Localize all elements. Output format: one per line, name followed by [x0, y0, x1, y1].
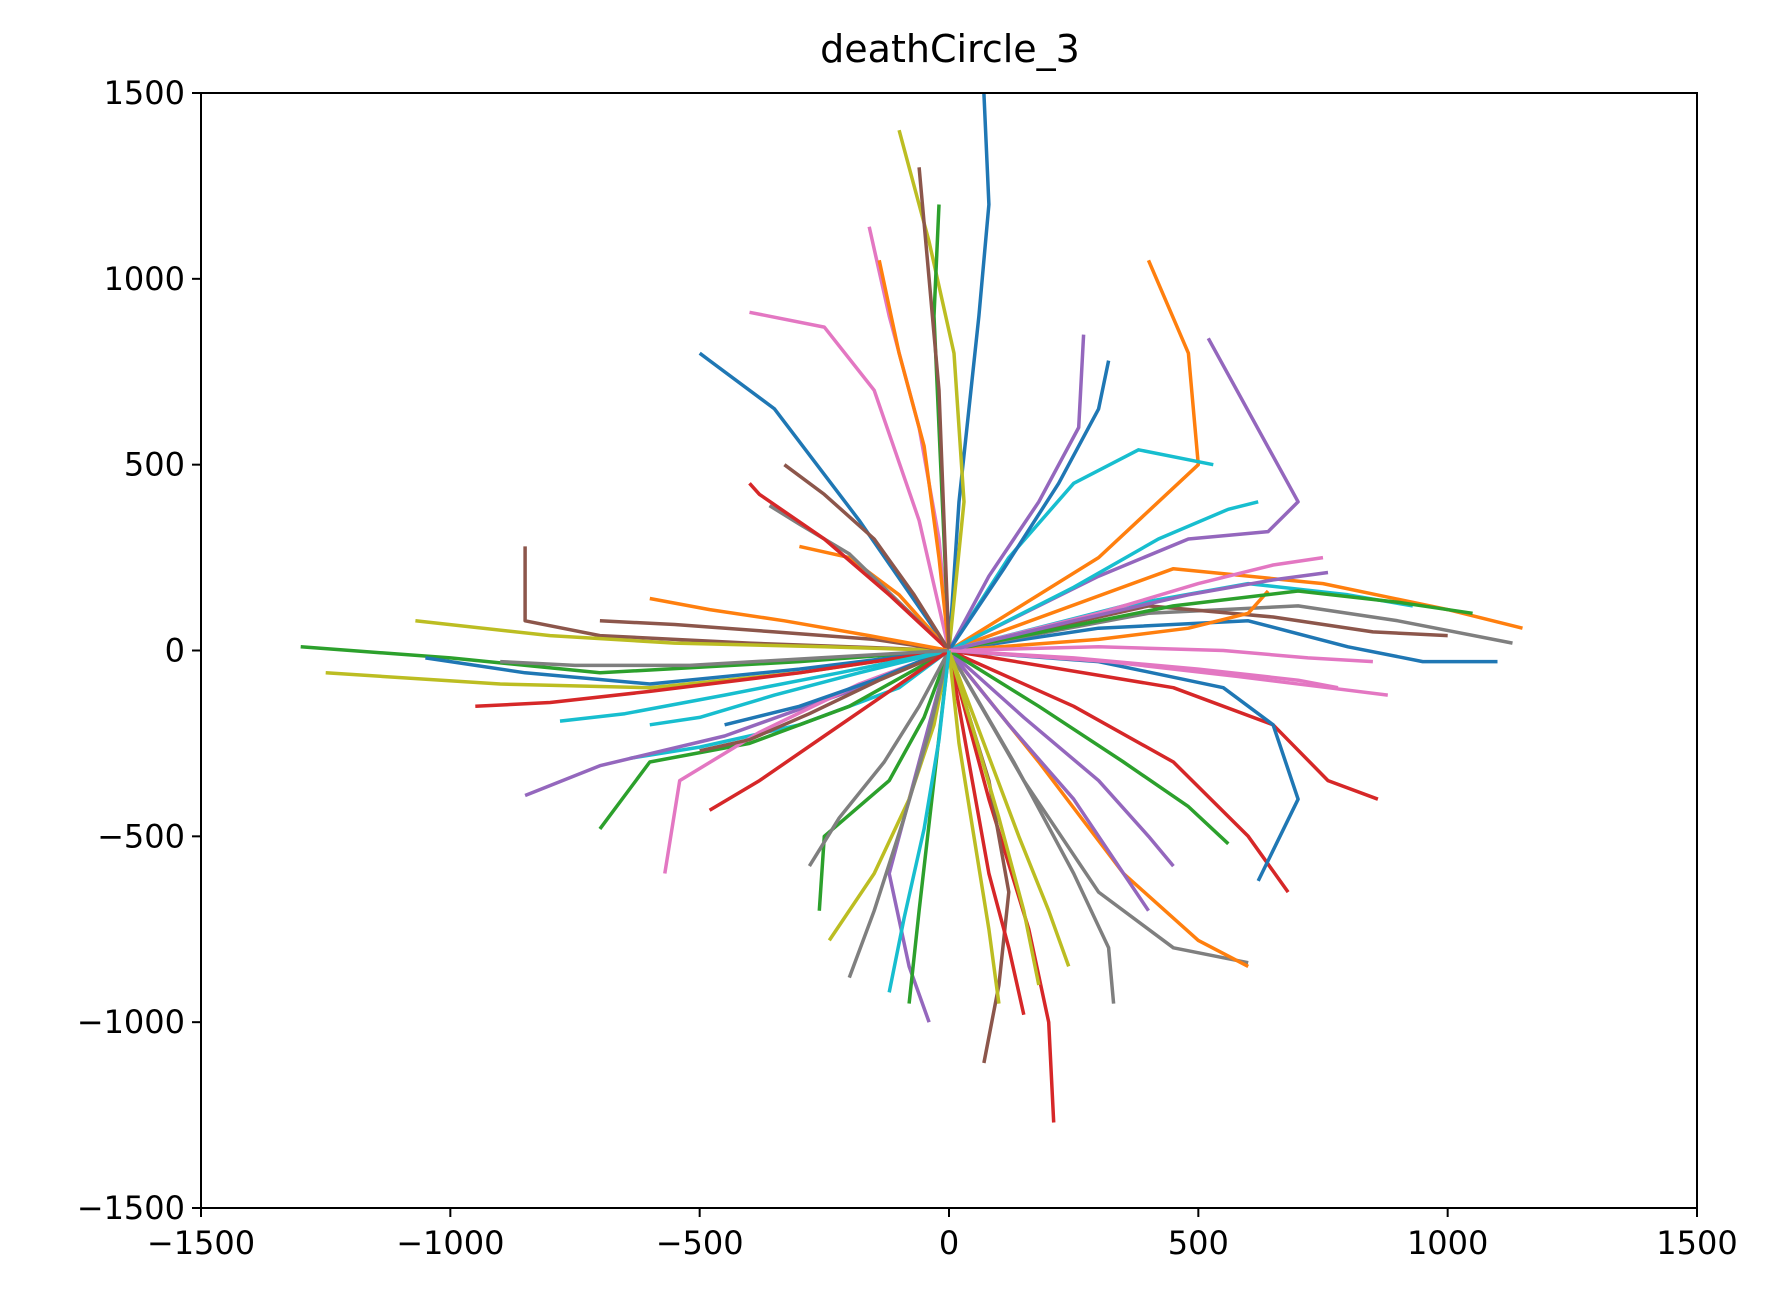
trajectory-t13 — [598, 648, 950, 830]
trajectory-t69 — [947, 649, 1041, 986]
trajectory-t42 — [948, 589, 1270, 653]
trajectory-t30 — [948, 500, 1259, 653]
y-tick-label: 500 — [124, 446, 185, 484]
trajectory-t44 — [748, 482, 951, 652]
trajectory-t2 — [948, 566, 1523, 653]
trajectory-t7 — [749, 310, 951, 651]
trajectory-t56 — [783, 463, 951, 652]
trajectory-t68 — [500, 648, 950, 668]
trajectory-t50 — [649, 648, 950, 727]
trajectory-t53 — [948, 589, 1473, 653]
x-tick-label: −500 — [656, 1224, 744, 1262]
trajectory-t12 — [948, 259, 1201, 652]
trajectory-layer — [300, 93, 1523, 1123]
x-tick-label: 500 — [1168, 1224, 1229, 1262]
trajectory-t61 — [947, 360, 1111, 652]
trajectory-t55 — [947, 649, 1150, 912]
y-tick-label: −500 — [97, 817, 185, 855]
x-tick-label: 0 — [939, 1224, 959, 1262]
trajectory-t65 — [948, 570, 1329, 653]
trajectory-t35 — [947, 334, 1086, 652]
chart-title: deathCircle_3 — [820, 27, 1080, 71]
trajectory-t29 — [897, 129, 966, 651]
trajectory-t52 — [877, 259, 951, 651]
trajectory-t28 — [947, 649, 1116, 1004]
trajectory-t1 — [947, 93, 991, 651]
x-axis: −1500 −1000 −500 0 500 1000 1500 — [147, 1208, 1738, 1262]
y-tick-label: 0 — [165, 632, 185, 670]
trajectory-t66 — [917, 167, 951, 651]
trajectory-t24 — [948, 648, 1290, 894]
y-tick-label: 1500 — [104, 74, 185, 112]
trajectory-t26 — [948, 604, 1448, 653]
trajectory-t48 — [847, 650, 951, 979]
trajectory-t45 — [947, 649, 1175, 868]
trajectory-t21 — [698, 351, 951, 652]
trajectory-t64 — [708, 649, 950, 812]
y-tick-label: −1500 — [77, 1189, 185, 1227]
trajectory-t67 — [948, 648, 1389, 697]
trajectory-t70 — [887, 650, 951, 993]
x-tick-label: 1500 — [1656, 1224, 1737, 1262]
trajectory-t63 — [948, 649, 1230, 846]
trajectory-t23 — [817, 649, 951, 911]
trajectory-t54 — [475, 648, 950, 709]
trajectory-t41 — [425, 648, 950, 686]
trajectory-t49 — [947, 650, 1001, 1004]
trajectory-t62 — [649, 596, 950, 653]
trajectory-t19 — [415, 619, 950, 653]
trajectory-t36 — [599, 619, 950, 653]
trajectory-t11 — [948, 619, 1498, 664]
trajectory-t34 — [947, 650, 1026, 1016]
trajectory-t57 — [948, 645, 1373, 664]
x-tick-label: −1000 — [396, 1224, 504, 1262]
trajectory-t60 — [559, 648, 950, 723]
x-tick-label: 1000 — [1407, 1224, 1488, 1262]
trajectory-t58 — [807, 649, 951, 868]
x-tick-label: −1500 — [147, 1224, 255, 1262]
trajectory-t46 — [699, 648, 950, 753]
y-tick-label: 1000 — [104, 260, 185, 298]
trajectory-t59 — [947, 649, 1071, 967]
y-tick-label: −1000 — [77, 1003, 185, 1041]
y-axis: 1500 1000 500 0 −500 −1000 −1500 — [77, 74, 201, 1227]
trajectory-t15 — [887, 650, 951, 1023]
